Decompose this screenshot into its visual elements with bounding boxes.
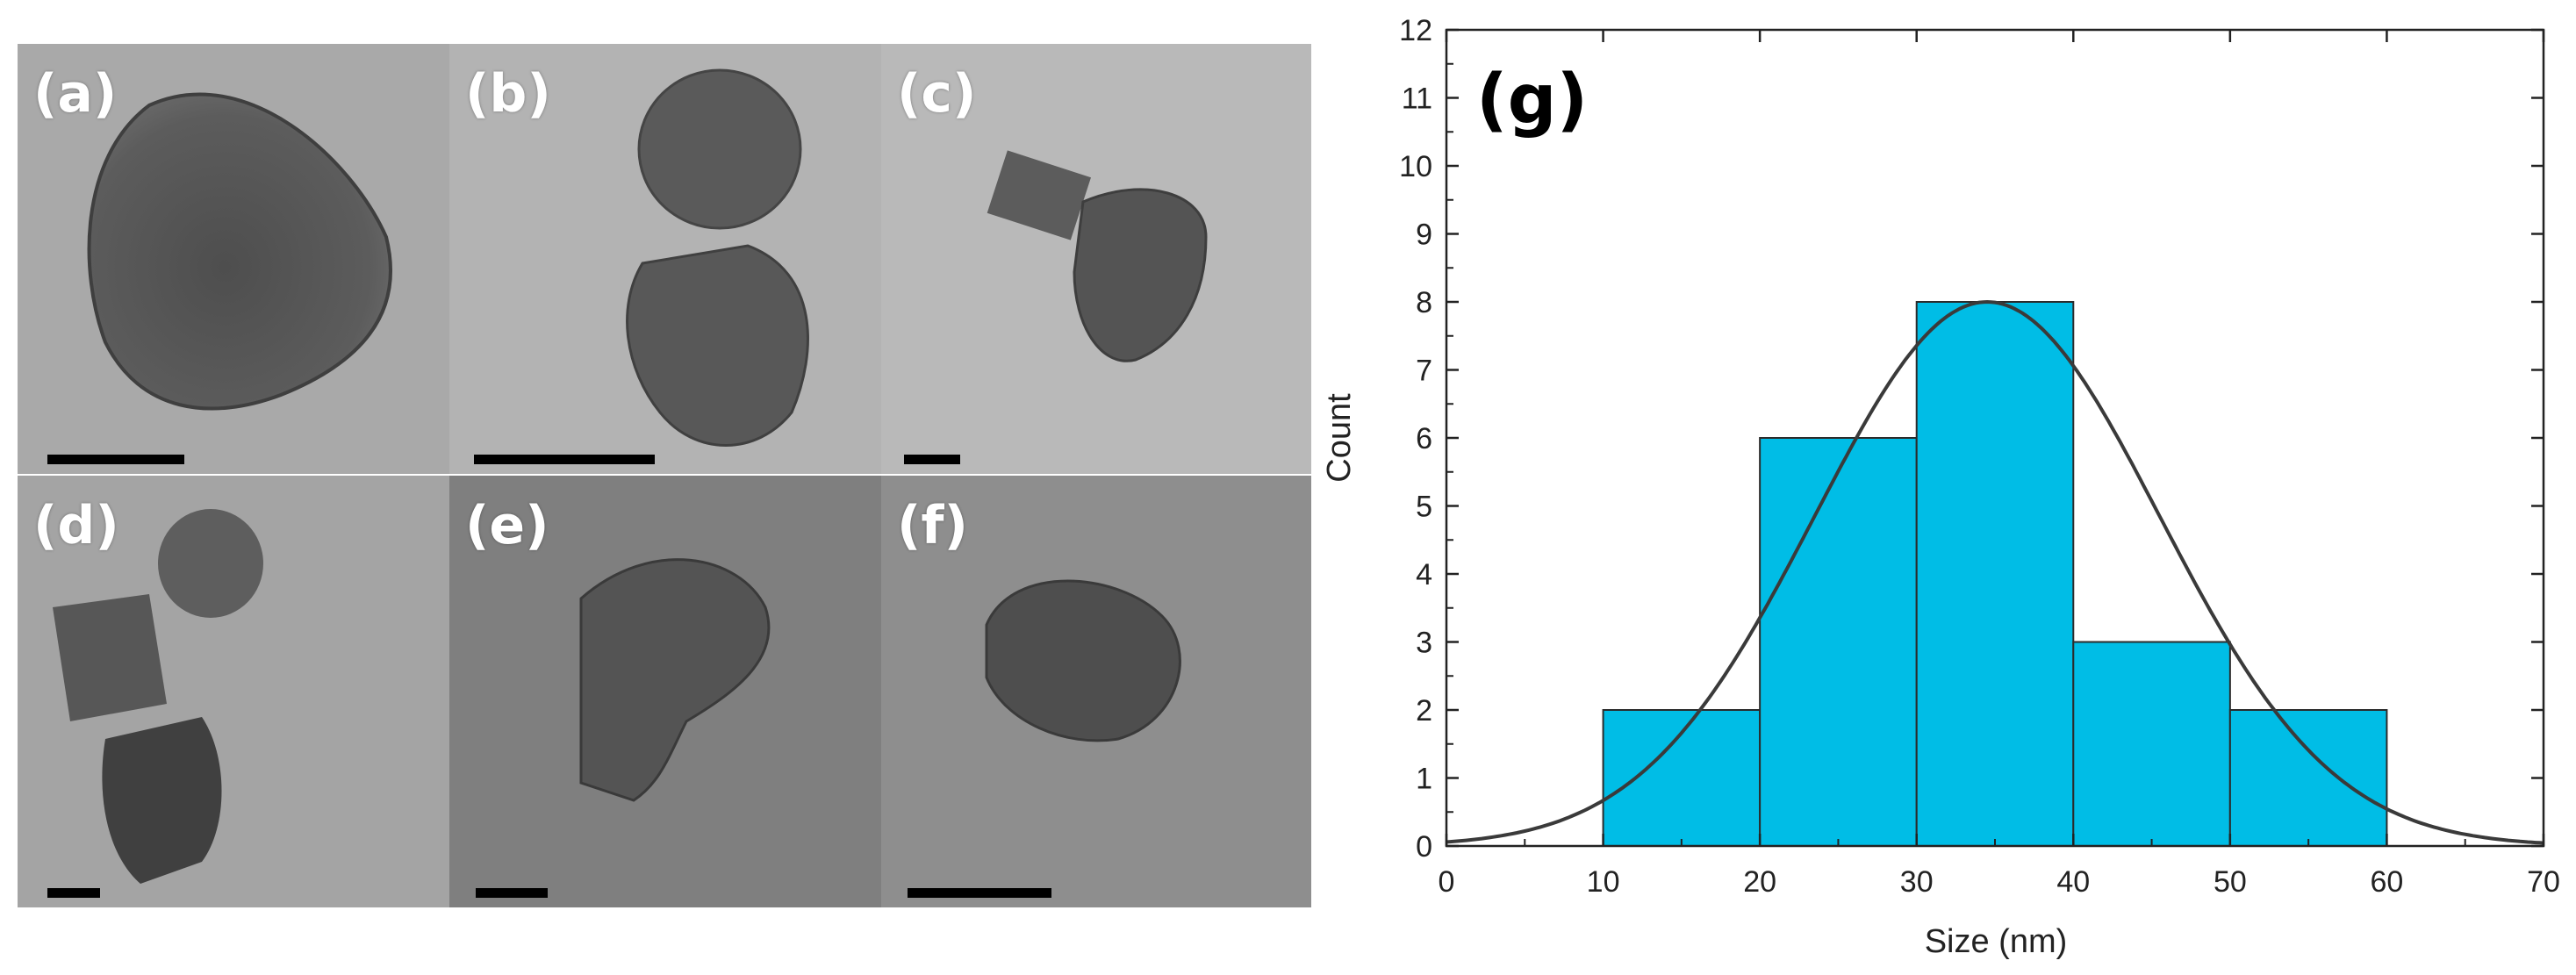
panel-label-d: (d) [33, 495, 119, 556]
x-tick-label-2: 20 [1743, 865, 1776, 899]
particle-image-d [53, 509, 263, 884]
y-tick-label-6: 6 [1416, 422, 1432, 455]
y-tick-label-5: 5 [1416, 491, 1432, 524]
particle-image-f [985, 579, 1181, 742]
tem-image-grid: (a) (b) (c) (d) (e) [18, 44, 1311, 907]
x-tick-label-6: 60 [2371, 865, 2404, 899]
scale-bar-f [908, 888, 1051, 898]
particle-image-e [579, 558, 771, 802]
y-tick-label-3: 3 [1416, 627, 1432, 660]
x-tick-label-5: 50 [2214, 865, 2247, 899]
scale-bar-c [904, 455, 960, 464]
panel-label-a: (a) [33, 63, 118, 125]
histogram-bar-2 [1915, 301, 2075, 847]
y-tick-label-4: 4 [1416, 558, 1432, 591]
y-tick-label-2: 2 [1416, 694, 1432, 728]
panel-label-f: (f) [897, 495, 968, 556]
particle-image-b [626, 68, 809, 447]
y-tick-label-7: 7 [1416, 355, 1432, 388]
tem-panel-c: (c) [881, 44, 1311, 474]
panel-label-e: (e) [465, 495, 549, 556]
x-tick-label-0: 0 [1439, 865, 1455, 899]
scale-bar-a [47, 455, 184, 464]
y-tick-label-1: 1 [1416, 763, 1432, 796]
scale-bar-e [476, 888, 548, 898]
panel-label-c: (c) [897, 63, 977, 125]
tem-panel-b: (b) [449, 44, 881, 474]
panel-label-g: (g) [1476, 61, 1588, 140]
tem-panel-e: (e) [449, 476, 881, 907]
histogram-bar-3 [2072, 641, 2231, 847]
tem-panel-d: (d) [18, 476, 449, 907]
y-tick-label-8: 8 [1416, 286, 1432, 319]
size-histogram-chart: 0 10 20 30 40 50 60 70 0 1 2 3 4 5 6 7 8 9 10 11 12 (g) Size… [1317, 0, 2576, 971]
y-tick-label-11: 11 [1402, 82, 1432, 116]
x-tick-label-1: 10 [1587, 865, 1620, 899]
x-axis-label: Size (nm) [1925, 923, 2068, 960]
y-axis-label: Count [1321, 393, 1358, 483]
tem-panel-f: (f) [881, 476, 1311, 907]
x-tick-label-7: 70 [2527, 865, 2560, 899]
y-tick-label-10: 10 [1399, 150, 1432, 183]
particle-image-a [87, 92, 392, 411]
scale-bar-b [474, 455, 655, 464]
x-tick-label-4: 40 [2056, 865, 2090, 899]
tem-panel-a: (a) [18, 44, 449, 474]
x-tick-label-3: 30 [1900, 865, 1934, 899]
panel-label-b: (b) [465, 63, 551, 125]
gaussian-fit-curve [1446, 299, 2544, 845]
y-tick-label-9: 9 [1416, 219, 1432, 252]
y-tick-label-12: 12 [1399, 14, 1432, 47]
y-tick-label-0: 0 [1416, 830, 1432, 864]
particle-image-c [987, 150, 1208, 362]
histogram-bar-1 [1759, 437, 1918, 847]
histogram-bar-4 [2228, 709, 2388, 847]
scale-bar-d [47, 888, 100, 898]
